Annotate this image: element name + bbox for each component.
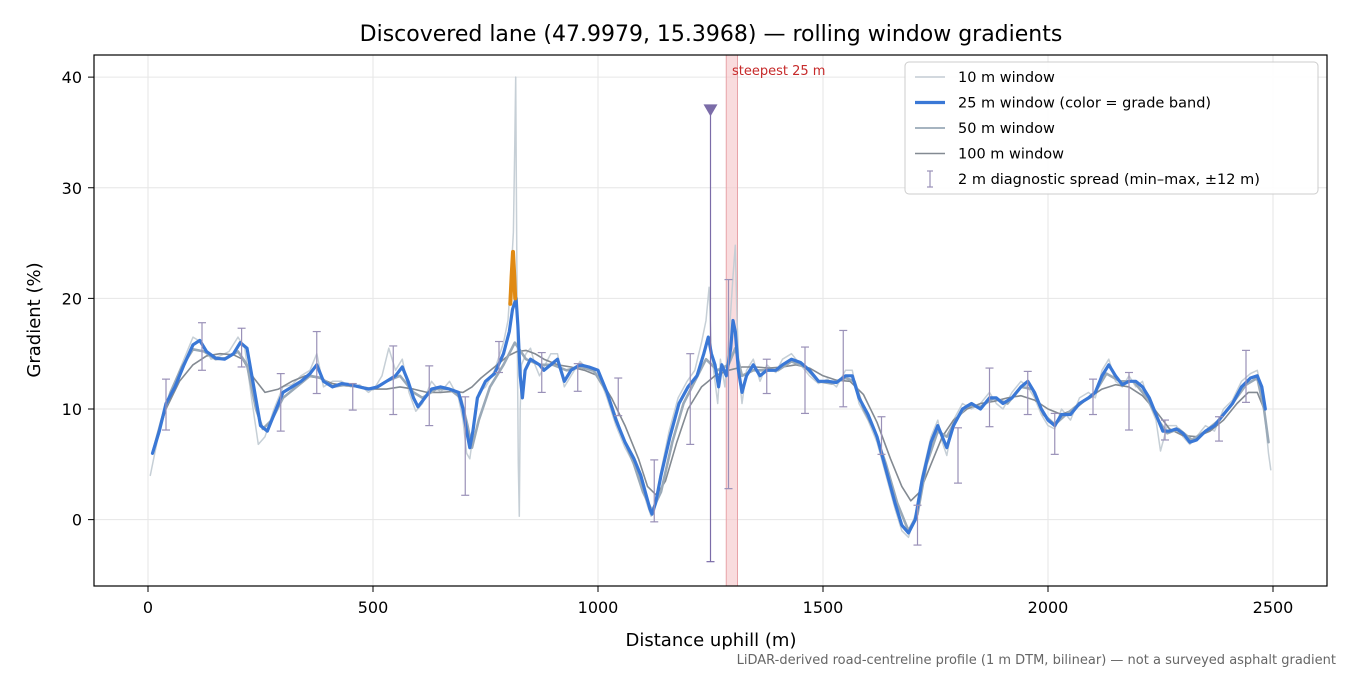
x-tick-label: 1000	[578, 598, 619, 617]
chart-title: Discovered lane (47.9979, 15.3968) — rol…	[360, 22, 1063, 47]
series-10m-line	[149, 76, 1272, 539]
y-tick-label: 0	[72, 511, 82, 530]
x-tick-label: 1500	[803, 598, 844, 617]
y-tick-label: 40	[62, 68, 82, 87]
x-tick-label: 500	[358, 598, 389, 617]
peak-marker-triangle	[703, 104, 718, 117]
x-tick-label: 2500	[1253, 598, 1294, 617]
series-25m-line	[150, 296, 1267, 535]
legend-label: 25 m window (color = grade band)	[958, 96, 1211, 112]
footnote: LiDAR-derived road-centreline profile (1…	[737, 653, 1336, 668]
y-tick-label: 30	[62, 179, 82, 198]
plot-frame	[93, 54, 1328, 587]
y-axis-label: Gradient (%)	[24, 262, 45, 377]
x-axis-label: Distance uphill (m)	[626, 630, 797, 651]
x-tick-label: 0	[143, 598, 153, 617]
series-25m-steep-segment	[508, 249, 518, 306]
legend-label: 2 m diagnostic spread (min–max, ±12 m)	[958, 172, 1260, 188]
legend-label: 100 m window	[958, 147, 1064, 163]
markers	[703, 104, 718, 563]
error-bars	[162, 278, 1250, 546]
legend-label: 50 m window	[958, 121, 1055, 137]
x-axis-ticks: 0 500 1000 1500 2000 2500	[143, 586, 1293, 617]
legend-box	[904, 61, 1319, 195]
steepest-band-label: steepest 25 m	[732, 64, 825, 79]
y-axis-ticks: 0 10 20 30 40	[62, 68, 94, 530]
y-tick-label: 20	[62, 289, 82, 308]
legend: 10 m window 25 m window (color = grade ba…	[904, 61, 1319, 195]
legend-label: 10 m window	[958, 70, 1055, 86]
series-lines	[149, 76, 1272, 539]
x-tick-label: 2000	[1028, 598, 1069, 617]
y-tick-label: 10	[62, 400, 82, 419]
